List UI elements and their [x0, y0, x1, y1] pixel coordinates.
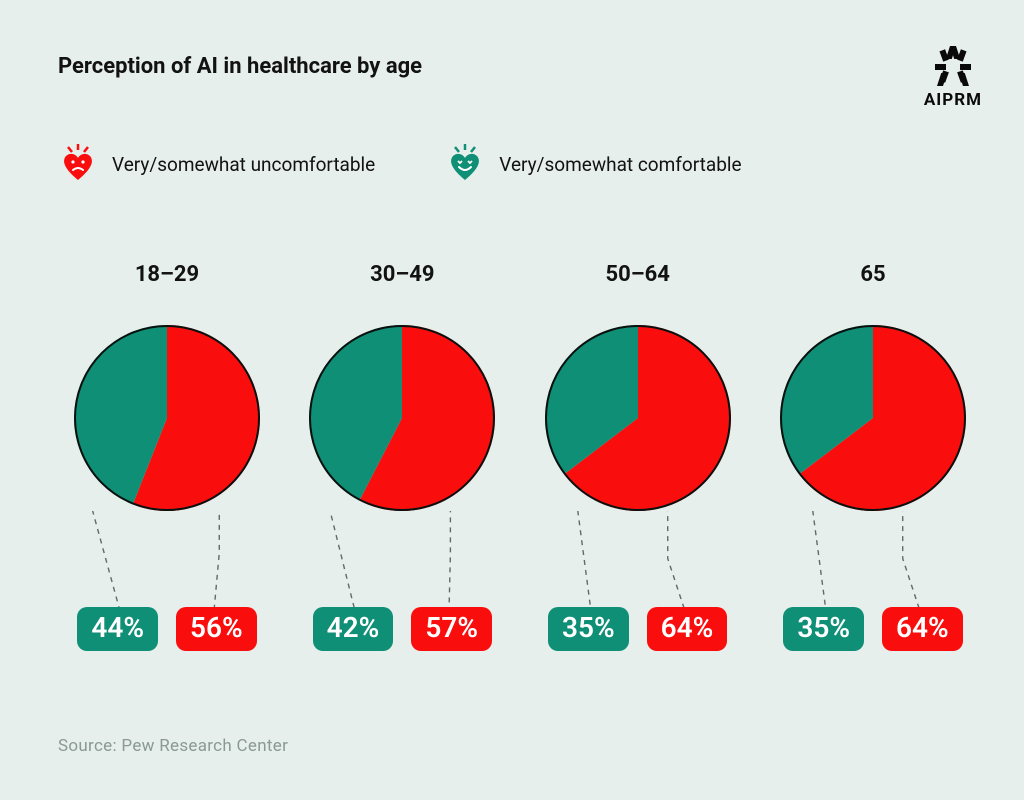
- leader-line-comfortable: [325, 511, 355, 611]
- page-title: Perception of AI in healthcare by age: [58, 54, 422, 79]
- pie-callouts: 44% 56%: [62, 511, 272, 651]
- age-group-label: 18–29: [135, 262, 199, 287]
- value-badge-uncomfortable: 57%: [411, 607, 492, 651]
- legend-label-uncomfortable: Very/somewhat uncomfortable: [112, 153, 375, 176]
- pie-callouts: 42% 57%: [297, 511, 507, 651]
- pie-chart: [309, 325, 495, 511]
- value-badge-uncomfortable: 56%: [176, 607, 257, 651]
- pie-chart: [545, 325, 731, 511]
- leader-line-uncomfortable: [903, 511, 920, 611]
- leader-line-uncomfortable: [214, 511, 219, 611]
- leader-line-uncomfortable: [449, 511, 450, 611]
- leader-line-uncomfortable: [667, 511, 684, 611]
- pie-chart: [74, 325, 260, 511]
- chart-column: 65 35% 64%: [768, 262, 978, 651]
- age-group-label: 50–64: [605, 262, 669, 287]
- leader-line-comfortable: [573, 511, 590, 611]
- chart-column: 18–29 44% 56%: [62, 262, 272, 651]
- legend-item-uncomfortable: Very/somewhat uncomfortable: [58, 144, 375, 184]
- value-badge-comfortable: 35%: [783, 607, 864, 651]
- pie-callouts: 35% 64%: [533, 511, 743, 651]
- pie-callouts: 35% 64%: [768, 511, 978, 651]
- brand-logo: AIPRM: [924, 46, 982, 110]
- chart-column: 30–49 42% 57%: [297, 262, 507, 651]
- age-group-label: 65: [860, 262, 885, 287]
- chart-column: 50–64 35% 64%: [533, 262, 743, 651]
- source-attribution: Source: Pew Research Center: [58, 736, 288, 756]
- value-badge-uncomfortable: 64%: [882, 607, 963, 651]
- brand-name: AIPRM: [924, 90, 982, 110]
- value-badge-comfortable: 35%: [548, 607, 629, 651]
- legend: Very/somewhat uncomfortable Very/somewha…: [58, 144, 982, 184]
- leader-line-comfortable: [809, 511, 826, 611]
- legend-item-comfortable: Very/somewhat comfortable: [445, 144, 741, 184]
- heart-sad-icon: [58, 144, 98, 184]
- leader-line-comfortable: [87, 511, 120, 611]
- value-badge-comfortable: 44%: [77, 607, 158, 651]
- value-badge-comfortable: 42%: [313, 607, 394, 651]
- heart-happy-icon: [445, 144, 485, 184]
- charts-row: 18–29 44% 56% 30–49: [58, 262, 982, 651]
- aiprm-logo-icon: [931, 46, 975, 86]
- legend-label-comfortable: Very/somewhat comfortable: [499, 153, 741, 176]
- pie-chart: [780, 325, 966, 511]
- value-badge-uncomfortable: 64%: [647, 607, 728, 651]
- age-group-label: 30–49: [370, 262, 434, 287]
